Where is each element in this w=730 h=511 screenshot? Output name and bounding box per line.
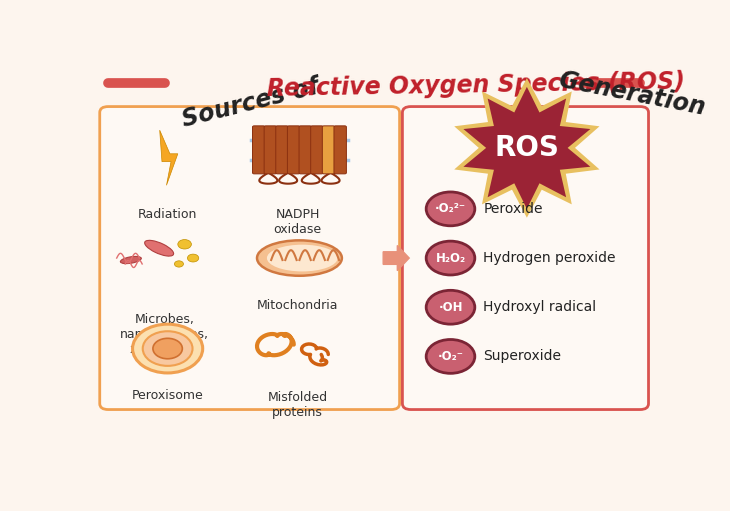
Circle shape xyxy=(133,324,203,373)
FancyBboxPatch shape xyxy=(288,126,300,174)
Text: Radiation: Radiation xyxy=(138,207,197,221)
Circle shape xyxy=(426,192,475,226)
Text: Hydrogen peroxide: Hydrogen peroxide xyxy=(483,251,616,265)
Text: Reactive Oxygen Species (ROS): Reactive Oxygen Species (ROS) xyxy=(266,69,685,101)
Circle shape xyxy=(174,261,183,267)
FancyBboxPatch shape xyxy=(323,126,335,174)
FancyBboxPatch shape xyxy=(311,126,323,174)
FancyBboxPatch shape xyxy=(299,126,312,174)
Circle shape xyxy=(188,254,199,262)
Circle shape xyxy=(426,241,475,275)
Ellipse shape xyxy=(120,257,142,264)
Text: NADPH
oxidase: NADPH oxidase xyxy=(274,207,322,236)
Ellipse shape xyxy=(257,240,342,276)
Text: Hydroxyl radical: Hydroxyl radical xyxy=(483,300,596,314)
FancyBboxPatch shape xyxy=(253,126,265,174)
Text: Microbes,
nanoparticles,
xenobiotics: Microbes, nanoparticles, xenobiotics xyxy=(120,313,210,356)
Text: Peroxisome: Peroxisome xyxy=(131,389,204,402)
Text: Peroxide: Peroxide xyxy=(483,202,543,216)
FancyBboxPatch shape xyxy=(264,126,277,174)
Polygon shape xyxy=(464,87,591,209)
FancyBboxPatch shape xyxy=(402,107,648,409)
Text: Superoxide: Superoxide xyxy=(483,350,561,363)
Text: Mitochondria: Mitochondria xyxy=(257,299,339,312)
Text: Generation: Generation xyxy=(550,66,708,120)
Circle shape xyxy=(426,339,475,374)
Circle shape xyxy=(178,240,191,249)
Circle shape xyxy=(426,290,475,324)
Circle shape xyxy=(143,331,193,366)
FancyBboxPatch shape xyxy=(334,126,347,174)
Text: H₂O₂: H₂O₂ xyxy=(435,251,466,265)
Text: ·O₂²⁻: ·O₂²⁻ xyxy=(435,202,466,215)
Polygon shape xyxy=(454,78,599,218)
Text: Sources of: Sources of xyxy=(179,73,329,132)
Text: ·O₂⁻: ·O₂⁻ xyxy=(437,350,464,363)
Polygon shape xyxy=(383,245,410,271)
Ellipse shape xyxy=(267,245,338,271)
Text: Misfolded
proteins: Misfolded proteins xyxy=(268,390,328,419)
Circle shape xyxy=(153,338,182,359)
FancyBboxPatch shape xyxy=(276,126,288,174)
Text: ·OH: ·OH xyxy=(438,301,463,314)
Text: ROS: ROS xyxy=(494,134,559,162)
Polygon shape xyxy=(160,130,178,185)
Ellipse shape xyxy=(145,240,174,256)
FancyBboxPatch shape xyxy=(100,107,399,409)
